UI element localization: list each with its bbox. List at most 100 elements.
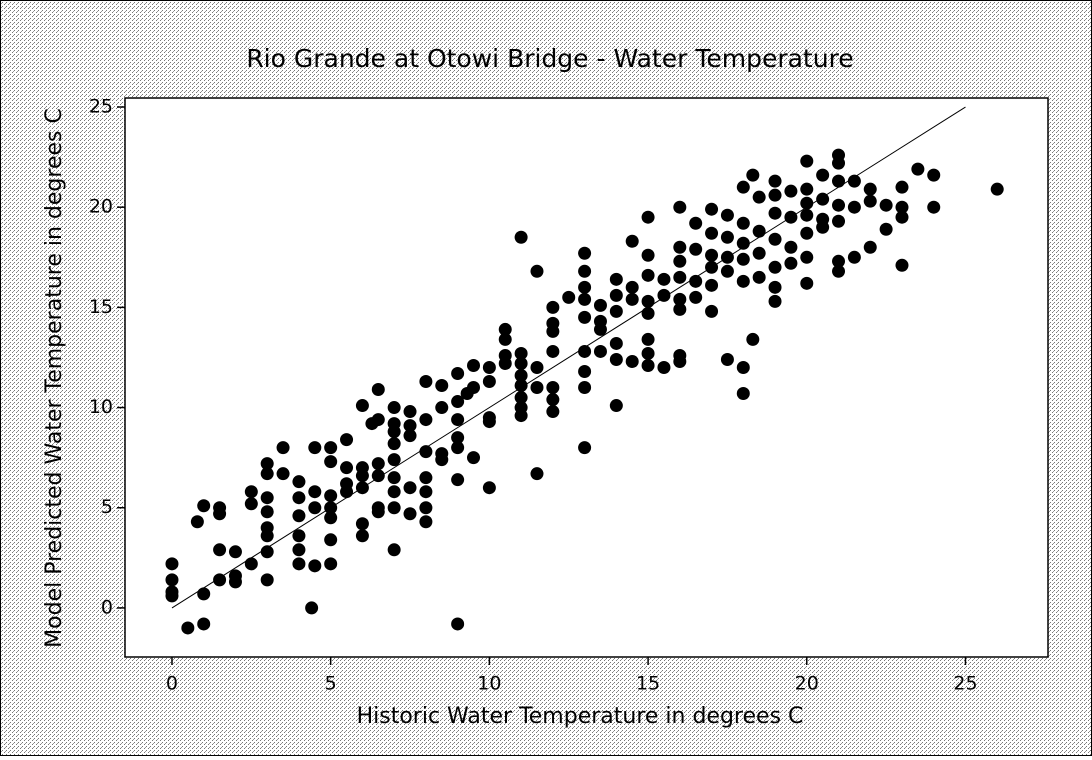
chart-title: Rio Grande at Otowi Bridge - Water Tempe… [246, 44, 853, 73]
point [213, 573, 227, 587]
point [514, 230, 528, 244]
point [895, 180, 909, 194]
x-tick-label: 10 [477, 673, 501, 695]
x-tick-label: 15 [636, 673, 660, 695]
point [832, 156, 846, 170]
point [800, 182, 814, 196]
point [451, 473, 465, 487]
point [689, 290, 703, 304]
point [435, 401, 449, 415]
point [244, 485, 258, 499]
point [546, 300, 560, 314]
point [832, 254, 846, 268]
point [482, 415, 496, 429]
y-axis-label: Model Predicted Water Temperature in deg… [42, 108, 67, 648]
point [578, 381, 592, 395]
point [927, 200, 941, 214]
point [705, 304, 719, 318]
point [292, 529, 306, 543]
point [578, 280, 592, 294]
point [467, 358, 481, 372]
point [403, 507, 417, 521]
point [609, 352, 623, 366]
point [705, 248, 719, 262]
point [832, 214, 846, 228]
point [292, 557, 306, 571]
point [641, 332, 655, 346]
point [324, 441, 338, 455]
point [657, 288, 671, 302]
point [705, 202, 719, 216]
point [720, 264, 734, 278]
point [292, 543, 306, 557]
point [260, 467, 274, 481]
point [451, 413, 465, 427]
y-tick-label: 5 [101, 496, 113, 518]
point [324, 489, 338, 503]
point [895, 200, 909, 214]
point [292, 475, 306, 489]
point [228, 545, 242, 559]
point [371, 505, 385, 519]
point [451, 617, 465, 631]
point [530, 467, 544, 481]
point [736, 252, 750, 266]
point [768, 188, 782, 202]
point [784, 240, 798, 254]
point [387, 437, 401, 451]
point [165, 573, 179, 587]
point [832, 198, 846, 212]
point [514, 356, 528, 370]
point [609, 399, 623, 413]
point [530, 381, 544, 395]
point [800, 226, 814, 240]
point [578, 441, 592, 455]
point [190, 515, 204, 529]
point [260, 505, 274, 519]
point [197, 499, 211, 513]
point [736, 360, 750, 374]
point [305, 601, 319, 615]
point [816, 220, 830, 234]
point [800, 276, 814, 290]
point [165, 589, 179, 603]
point [990, 182, 1004, 196]
point [340, 433, 354, 447]
point [546, 381, 560, 395]
point [895, 258, 909, 272]
x-tick-label: 0 [166, 673, 178, 695]
point [482, 375, 496, 389]
point [641, 294, 655, 308]
point [324, 557, 338, 571]
point [387, 543, 401, 557]
point [514, 409, 528, 423]
point [673, 354, 687, 368]
point [403, 481, 417, 495]
point [752, 224, 766, 238]
point [879, 198, 893, 212]
point [752, 190, 766, 204]
point [355, 399, 369, 413]
point [244, 557, 258, 571]
point [593, 344, 607, 358]
point [260, 529, 274, 543]
point [419, 485, 433, 499]
point [308, 559, 322, 573]
point [784, 184, 798, 198]
point [705, 260, 719, 274]
point [181, 621, 195, 635]
point [832, 264, 846, 278]
point [213, 543, 227, 557]
point [816, 168, 830, 182]
point [768, 280, 782, 294]
point [911, 162, 925, 176]
point [720, 250, 734, 264]
point [355, 517, 369, 531]
y-tick-label: 0 [101, 596, 113, 618]
point [752, 270, 766, 284]
point [419, 501, 433, 515]
point [578, 264, 592, 278]
point [578, 364, 592, 378]
point [514, 346, 528, 360]
point [578, 310, 592, 324]
